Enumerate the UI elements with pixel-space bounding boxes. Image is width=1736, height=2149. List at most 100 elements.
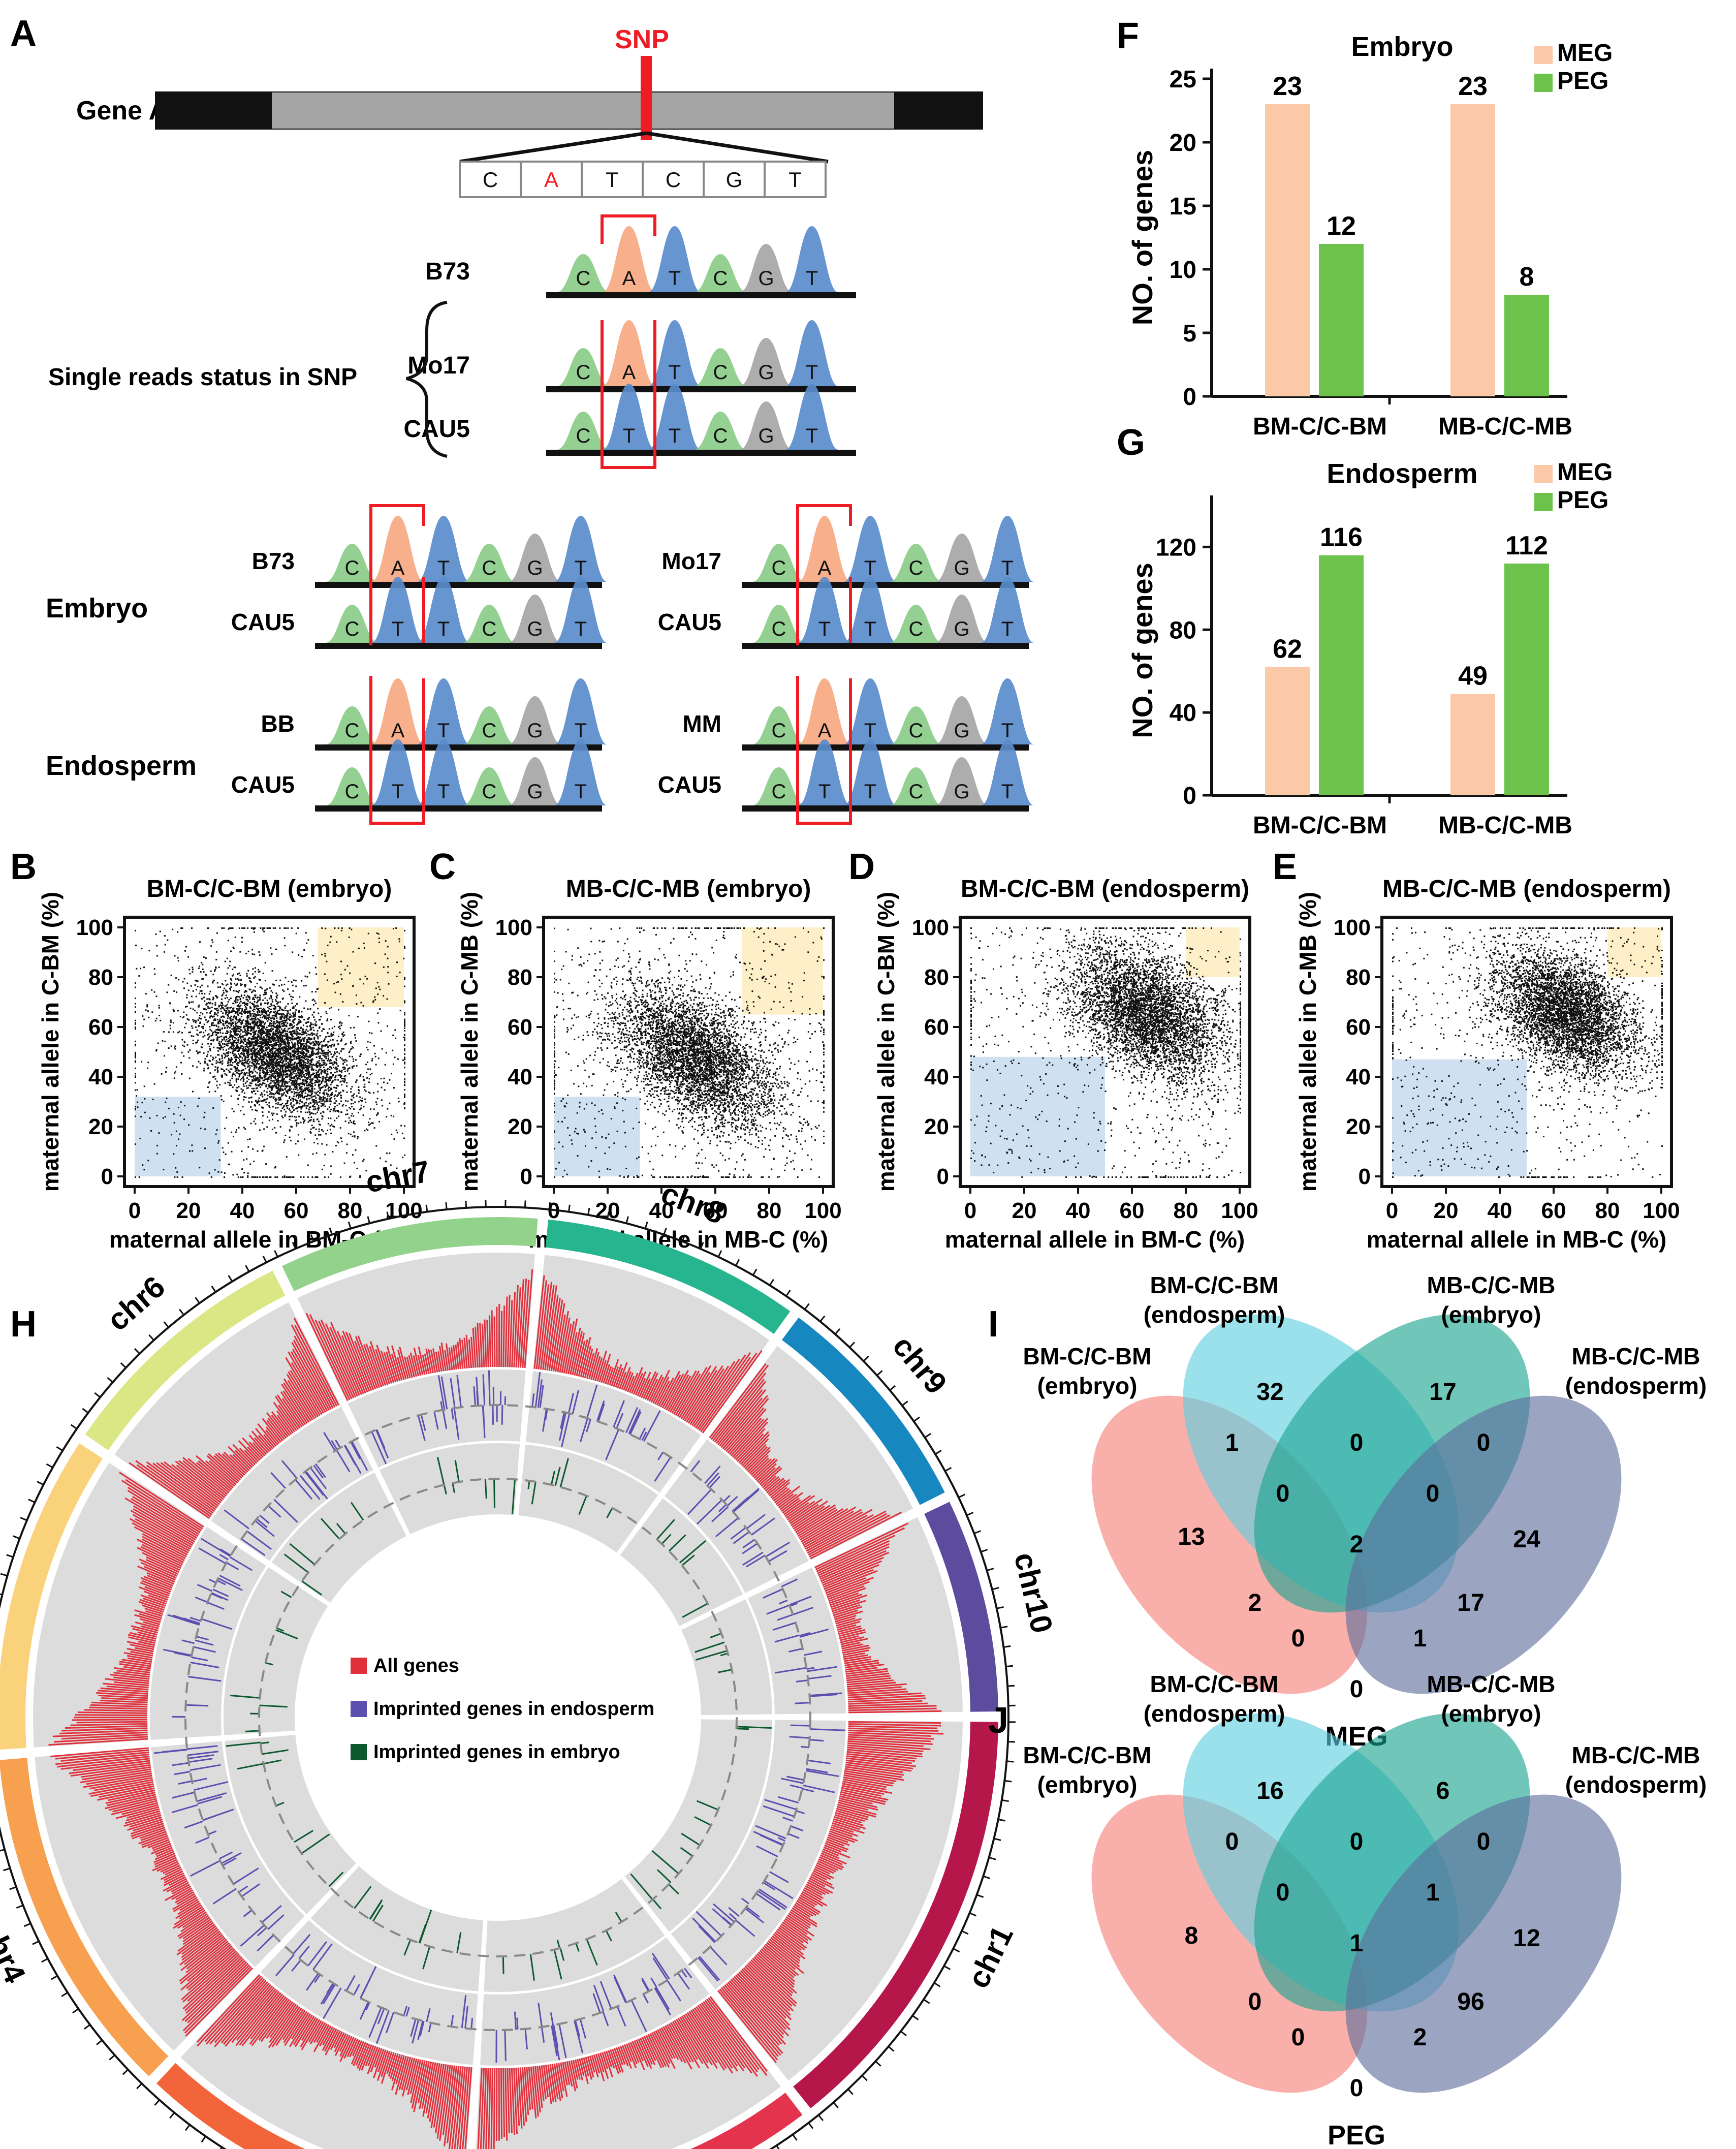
data-point bbox=[268, 1061, 270, 1063]
data-point bbox=[193, 1020, 195, 1022]
data-point bbox=[245, 1025, 247, 1027]
data-point bbox=[283, 1065, 286, 1067]
data-point bbox=[281, 1008, 283, 1010]
data-point bbox=[313, 1075, 315, 1077]
data-point bbox=[257, 1176, 259, 1178]
data-point bbox=[232, 1174, 234, 1176]
data-point bbox=[303, 1033, 305, 1035]
data-point bbox=[212, 1033, 214, 1035]
data-point bbox=[308, 1084, 310, 1086]
data-point bbox=[210, 1039, 212, 1041]
data-point bbox=[308, 1083, 310, 1085]
data-point bbox=[333, 1096, 335, 1098]
data-point bbox=[293, 1067, 295, 1069]
read-label: BB bbox=[261, 710, 295, 737]
data-point bbox=[306, 1053, 308, 1055]
data-point bbox=[296, 1123, 298, 1125]
data-point bbox=[186, 1018, 188, 1020]
data-point bbox=[283, 1039, 286, 1041]
data-point bbox=[320, 1087, 322, 1089]
data-point bbox=[257, 1053, 259, 1055]
data-point bbox=[353, 1115, 355, 1117]
data-point bbox=[335, 1058, 337, 1060]
data-point bbox=[346, 1109, 348, 1111]
data-point bbox=[228, 1051, 230, 1053]
data-point bbox=[404, 1012, 405, 1014]
data-point bbox=[321, 1100, 323, 1102]
data-point bbox=[196, 1033, 198, 1035]
data-point bbox=[403, 1137, 405, 1139]
data-point bbox=[223, 989, 225, 991]
data-point bbox=[245, 1040, 247, 1042]
data-point bbox=[264, 1010, 266, 1012]
data-point bbox=[278, 1021, 280, 1023]
data-point bbox=[147, 1010, 149, 1012]
snp-marker bbox=[641, 56, 652, 140]
data-point bbox=[228, 1142, 230, 1144]
data-point bbox=[235, 1055, 237, 1057]
data-point bbox=[279, 1080, 281, 1082]
data-point bbox=[282, 1116, 284, 1118]
data-point bbox=[328, 1086, 330, 1088]
data-point bbox=[309, 1081, 311, 1083]
data-point bbox=[254, 1015, 256, 1017]
data-point bbox=[165, 1101, 167, 1103]
data-point bbox=[301, 1031, 303, 1033]
data-point bbox=[326, 1069, 328, 1071]
data-point bbox=[142, 1025, 144, 1027]
data-point bbox=[249, 1040, 251, 1042]
data-point bbox=[243, 1159, 245, 1161]
data-point bbox=[267, 1053, 269, 1055]
data-point bbox=[283, 1014, 285, 1016]
data-point bbox=[253, 928, 255, 930]
data-point bbox=[221, 1003, 223, 1005]
data-point bbox=[296, 1055, 298, 1057]
data-point bbox=[346, 1143, 348, 1145]
data-point bbox=[263, 993, 265, 995]
data-point bbox=[298, 1018, 300, 1020]
data-point bbox=[315, 1069, 317, 1071]
data-point bbox=[317, 1052, 319, 1054]
data-point bbox=[285, 1061, 287, 1063]
data-point bbox=[230, 927, 232, 929]
data-point bbox=[300, 1095, 302, 1097]
data-point bbox=[252, 1008, 255, 1010]
data-point bbox=[222, 1032, 224, 1034]
data-point bbox=[310, 1087, 312, 1089]
data-point bbox=[289, 1031, 291, 1033]
data-point bbox=[295, 1119, 297, 1121]
data-point bbox=[253, 1120, 255, 1123]
data-point bbox=[232, 968, 234, 970]
data-point bbox=[252, 1148, 254, 1150]
data-point bbox=[344, 1044, 346, 1046]
data-point bbox=[314, 1080, 317, 1082]
data-point bbox=[143, 1085, 145, 1087]
data-point bbox=[212, 1022, 214, 1024]
data-point bbox=[298, 1051, 300, 1053]
base-letter: C bbox=[345, 618, 360, 640]
data-point bbox=[272, 1008, 274, 1010]
data-point bbox=[297, 1077, 299, 1079]
base-peak bbox=[843, 516, 897, 582]
data-point bbox=[276, 1020, 278, 1022]
data-point bbox=[334, 1052, 336, 1054]
data-point bbox=[342, 1035, 344, 1037]
data-point bbox=[275, 1041, 277, 1043]
data-point bbox=[281, 1035, 283, 1037]
data-point bbox=[260, 1056, 262, 1058]
data-point bbox=[256, 1030, 258, 1032]
data-point bbox=[269, 1107, 271, 1109]
data-point bbox=[289, 1129, 291, 1131]
data-point bbox=[235, 1089, 237, 1092]
data-point bbox=[324, 1070, 326, 1072]
data-point bbox=[164, 951, 166, 953]
data-point bbox=[198, 1097, 200, 1099]
data-point bbox=[254, 1007, 256, 1009]
data-point bbox=[315, 1065, 317, 1067]
data-point bbox=[398, 938, 400, 940]
data-point bbox=[298, 1096, 300, 1098]
data-point bbox=[223, 1039, 225, 1041]
data-point bbox=[229, 1047, 231, 1049]
data-point bbox=[377, 993, 379, 995]
data-point bbox=[338, 1115, 340, 1117]
